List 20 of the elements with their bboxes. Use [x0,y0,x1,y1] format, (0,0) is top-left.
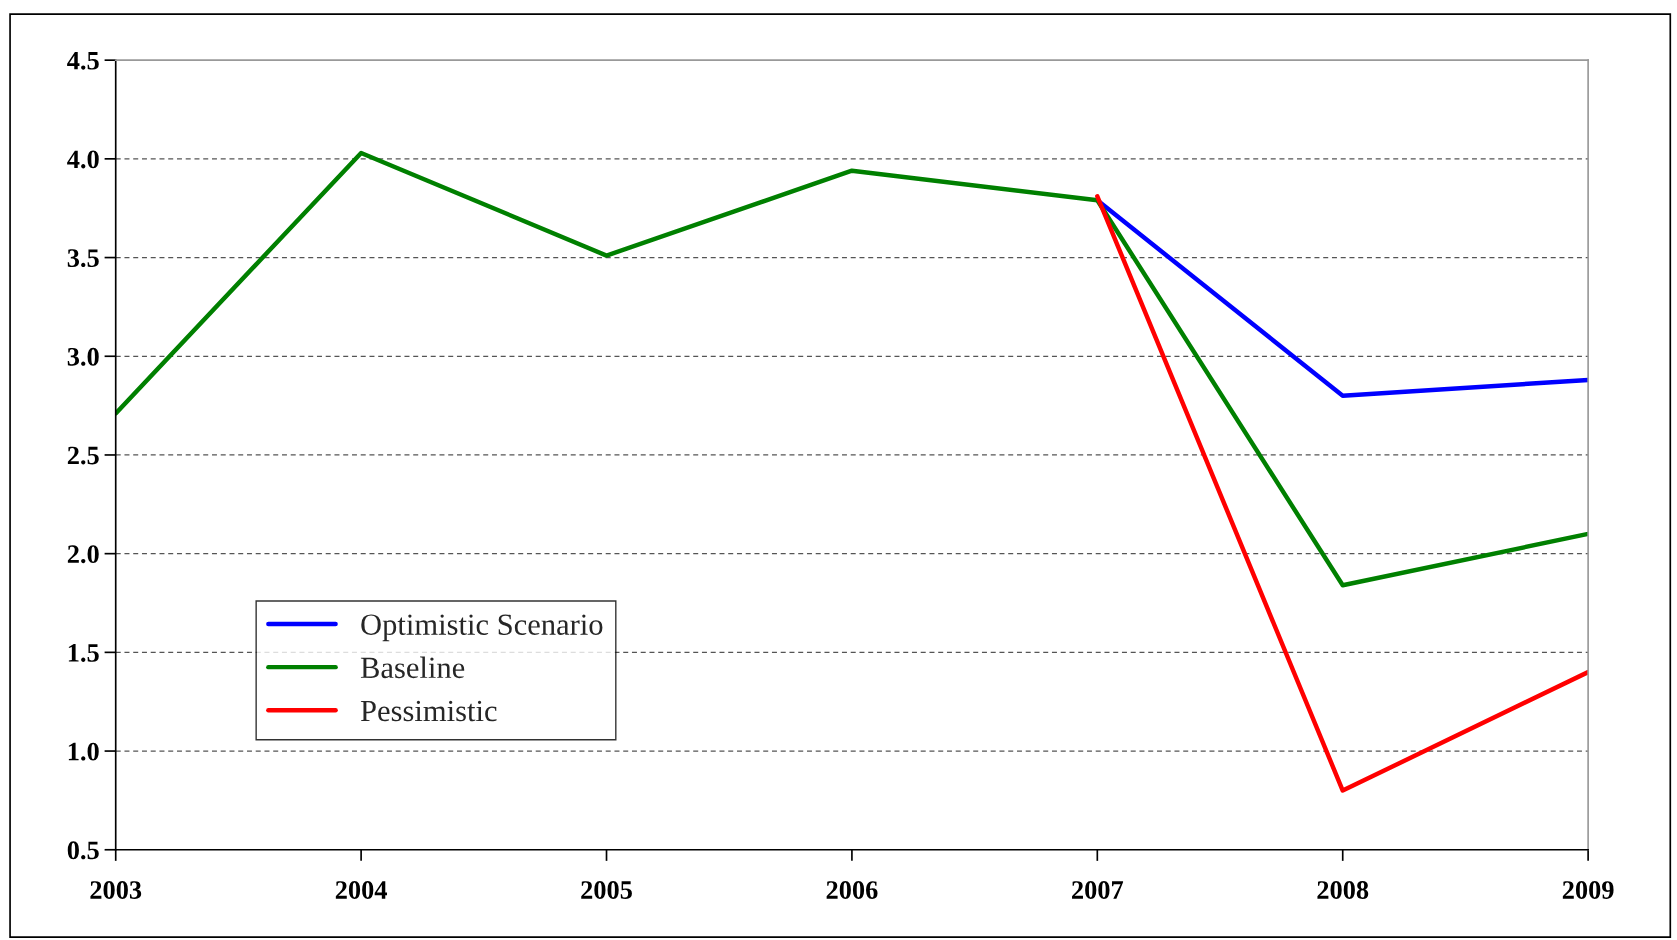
y-tick-label: 1.5 [68,644,99,662]
x-tick-label: 2009 [1562,881,1614,899]
y-tick-label: 2.5 [67,446,99,465]
legend-label: Optimistic Scenario [361,614,603,642]
x-tick-label: 2008 [1317,881,1369,899]
x-tick-label: 2005 [581,881,632,899]
x-tick-label: 2006 [826,881,878,899]
y-tick-label: 4.5 [67,51,99,70]
legend-label: Baseline [360,656,465,679]
y-tick-label: 1.0 [68,742,99,761]
y-tick-label: 4.0 [67,150,99,169]
legend-label: Pessimistic [360,700,497,722]
x-tick-label: 2007 [1072,881,1124,899]
x-tick-label: 2003 [90,881,142,899]
y-tick-label: 3.0 [67,347,99,366]
y-tick-label: 2.0 [67,545,99,564]
x-tick-label: 2004 [335,881,388,899]
y-tick-label: 0.5 [67,841,99,860]
y-tick-label: 3.5 [67,249,99,268]
line-series [115,150,1589,588]
